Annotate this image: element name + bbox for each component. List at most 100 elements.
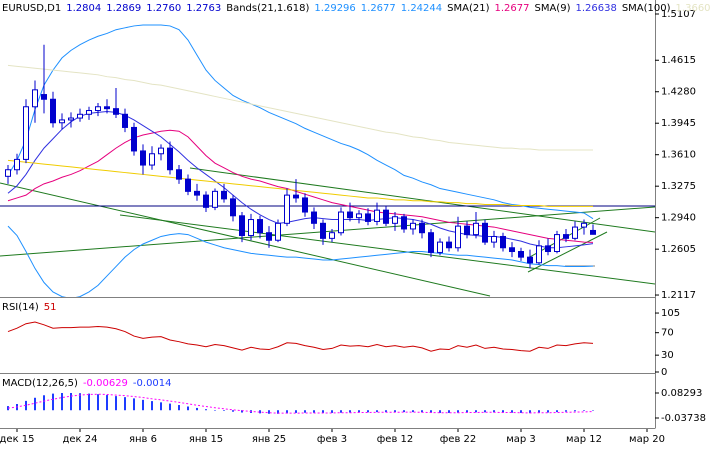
y-tick-label: 1.4615 bbox=[661, 55, 696, 66]
header-item: -0.0014 bbox=[133, 378, 172, 389]
candle-body bbox=[581, 222, 587, 228]
candle-body bbox=[500, 235, 506, 249]
candle-body bbox=[365, 213, 371, 222]
header-item: MACD(12,26,5) bbox=[2, 378, 78, 389]
y-tick-label: 1.5107 bbox=[661, 9, 696, 20]
header-item: 1.3660 bbox=[676, 3, 711, 14]
candle-body bbox=[293, 194, 299, 199]
candle-body bbox=[203, 194, 209, 208]
macd-bar bbox=[529, 410, 531, 414]
candle-body bbox=[473, 222, 479, 236]
y-tick-label: 30 bbox=[661, 350, 674, 361]
y-tick-label: 1.4280 bbox=[661, 87, 696, 98]
candle-body bbox=[545, 245, 551, 253]
candle-body bbox=[536, 245, 542, 264]
macd-bar bbox=[538, 410, 540, 413]
candle-body bbox=[410, 222, 416, 230]
x-tick-label: мар 20 bbox=[629, 434, 665, 445]
macd-bar bbox=[241, 410, 243, 413]
macd-bar bbox=[349, 410, 351, 413]
macd-bar bbox=[511, 410, 513, 413]
candle-body bbox=[329, 232, 335, 239]
candle-body bbox=[464, 225, 470, 236]
macd-bar bbox=[304, 410, 306, 413]
candle-body bbox=[221, 190, 227, 200]
macd-bar bbox=[475, 410, 477, 413]
x-tick-label: янв 15 bbox=[189, 434, 223, 445]
candle-body bbox=[167, 147, 173, 171]
candle-body bbox=[320, 222, 326, 239]
x-tick-label: янв 6 bbox=[129, 434, 157, 445]
macd-bar bbox=[520, 410, 522, 413]
y-tick-label: 1.2605 bbox=[661, 244, 696, 255]
macd-bar bbox=[160, 402, 162, 411]
y-tick-label: 1.3610 bbox=[661, 150, 696, 161]
header-item: 1.2760 bbox=[146, 3, 181, 14]
macd-bar bbox=[25, 400, 27, 411]
macd-bar bbox=[34, 397, 36, 411]
candle-body bbox=[131, 126, 137, 152]
candle-body bbox=[572, 226, 578, 239]
macd-bar bbox=[466, 410, 468, 413]
candle-body bbox=[212, 190, 218, 208]
x-tick-label: фев 12 bbox=[377, 434, 414, 445]
candle-body bbox=[50, 98, 56, 124]
header-item: SMA(100) bbox=[622, 3, 671, 14]
macd-bar bbox=[196, 407, 198, 411]
y-tick-label: 1.2117 bbox=[661, 290, 696, 301]
macd-panel bbox=[7, 392, 594, 414]
candle-body bbox=[428, 232, 434, 253]
macd-bar bbox=[403, 410, 405, 413]
candle-body bbox=[302, 197, 308, 213]
header-item: -0.00629 bbox=[83, 378, 128, 389]
candle-body bbox=[401, 216, 407, 230]
candle-body bbox=[185, 178, 191, 192]
candle-body bbox=[491, 235, 497, 243]
candle-body bbox=[446, 241, 452, 249]
header-item: 1.2804 bbox=[66, 3, 101, 14]
macd-bar bbox=[556, 410, 558, 413]
macd-bar bbox=[565, 410, 567, 412]
candle-body bbox=[437, 241, 443, 253]
macd-bar bbox=[583, 410, 585, 411]
header-item: 1.2869 bbox=[106, 3, 141, 14]
signal-line bbox=[7, 393, 594, 414]
header-item: 1.2677 bbox=[494, 3, 529, 14]
header-item: RSI(14) bbox=[2, 302, 39, 313]
trend-line bbox=[0, 182, 491, 297]
macd-bar bbox=[187, 406, 189, 411]
candle-body bbox=[338, 211, 344, 234]
macd-bar bbox=[313, 410, 315, 413]
ma-line bbox=[7, 129, 594, 243]
macd-bar bbox=[574, 410, 576, 412]
candle-body bbox=[59, 119, 65, 124]
candle-body bbox=[257, 219, 263, 234]
candle-body bbox=[518, 251, 524, 258]
rsi-line bbox=[7, 321, 594, 352]
candle-body bbox=[509, 247, 515, 253]
macd-bar bbox=[394, 410, 396, 413]
candle-body bbox=[5, 169, 11, 177]
macd-bar bbox=[547, 410, 549, 413]
candle-body bbox=[554, 234, 560, 253]
candle-body bbox=[275, 222, 281, 241]
candle-body bbox=[113, 108, 119, 115]
y-tick-label: -0.03738 bbox=[661, 413, 706, 424]
macd-bar bbox=[268, 410, 270, 414]
macd-bar bbox=[223, 410, 225, 411]
y-tick-label: 0.08293 bbox=[661, 388, 702, 399]
macd-bar bbox=[205, 409, 207, 411]
candle-body bbox=[392, 216, 398, 224]
macd-bar bbox=[97, 394, 99, 411]
macd-bar bbox=[79, 393, 81, 411]
macd-bar bbox=[439, 410, 441, 413]
indicator-header: MACD(12,26,5) -0.00629 -0.0014 bbox=[2, 378, 172, 389]
macd-bar bbox=[142, 399, 144, 411]
macd-bar bbox=[358, 410, 360, 413]
candle-body bbox=[347, 211, 353, 219]
trend-line bbox=[0, 206, 655, 257]
macd-bar bbox=[322, 410, 324, 413]
macd-bar bbox=[70, 392, 72, 411]
